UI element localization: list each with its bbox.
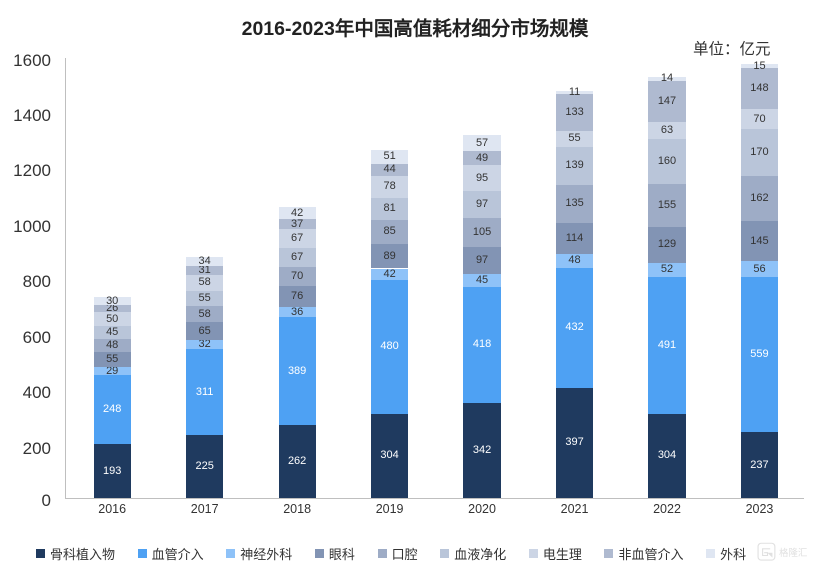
svg-text:格隆汇: 格隆汇 xyxy=(779,547,807,559)
